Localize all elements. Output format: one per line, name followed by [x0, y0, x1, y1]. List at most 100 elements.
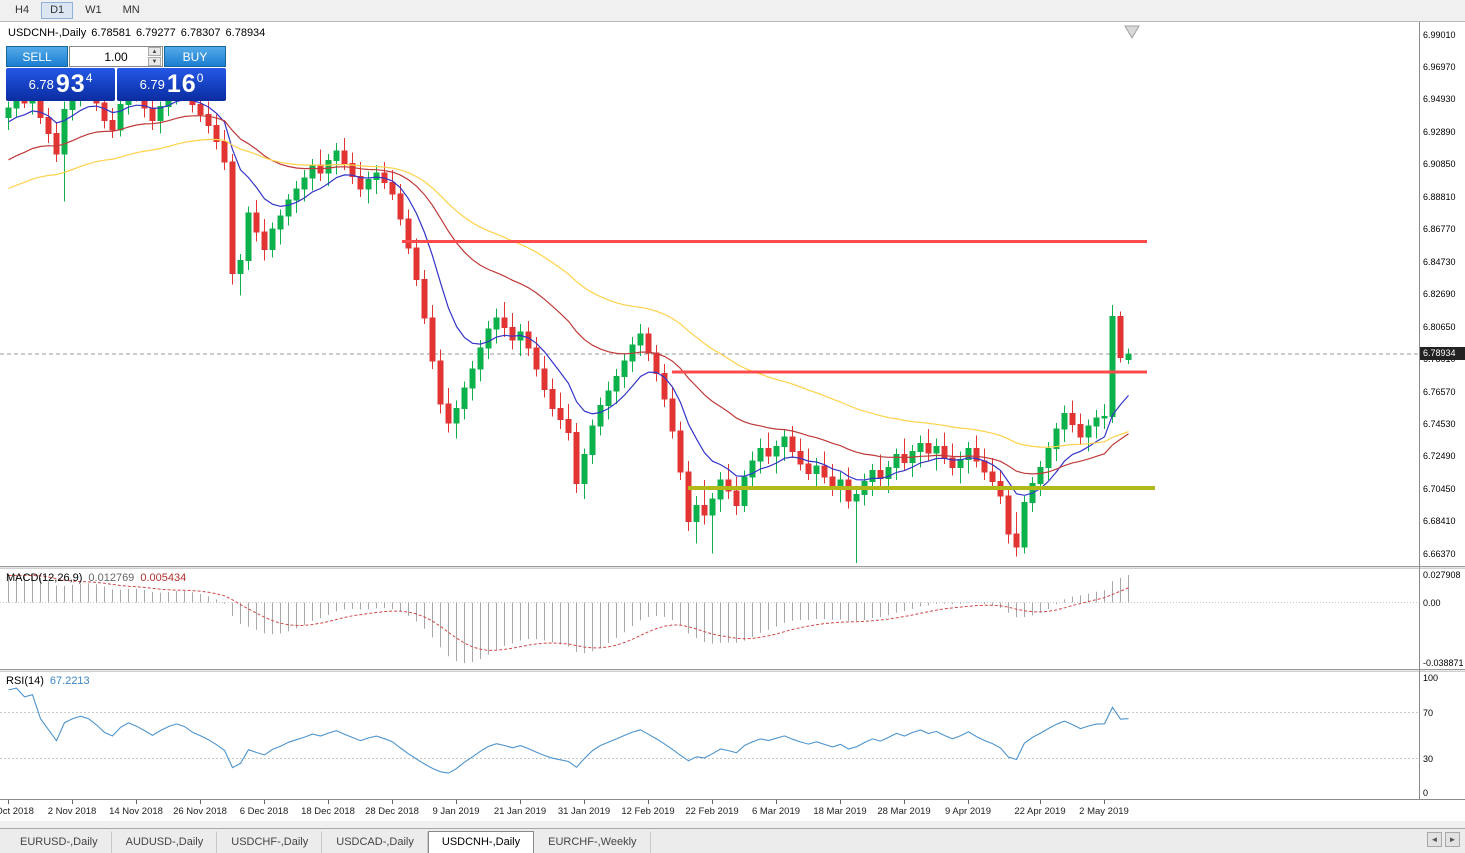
candle-body [197, 104, 204, 115]
candle-body [1109, 315, 1116, 417]
candle-body [621, 360, 628, 378]
buy-button[interactable]: BUY [164, 46, 226, 67]
candle-body [685, 471, 692, 522]
chart-tab-usdcaddaily[interactable]: USDCAD-,Daily [322, 831, 428, 853]
price-axis-label: 6.70450 [1423, 483, 1456, 494]
tab-scroll-right-icon[interactable]: ► [1445, 832, 1460, 847]
tab-scroll-left-icon[interactable]: ◄ [1427, 832, 1442, 847]
candle-body [365, 178, 372, 190]
candle-body [301, 177, 308, 190]
chart-hscrollbar[interactable] [0, 821, 1465, 828]
chart-tab-audusddaily[interactable]: AUDUSD-,Daily [112, 831, 218, 853]
candle-body [549, 388, 556, 410]
chart-tabs-bar: EURUSD-,Daily AUDUSD-,Daily USDCHF-,Daily U… [0, 828, 1465, 853]
buy-price-display[interactable]: 6.79 16 0 [117, 68, 226, 101]
chart-tab-usdcnhdaily[interactable]: USDCNH-,Daily [427, 831, 535, 853]
chart-tab-eurusddaily[interactable]: EURUSD-,Daily [6, 831, 112, 853]
candle-body [981, 460, 988, 473]
price-axis-label: 6.90850 [1423, 159, 1456, 170]
price-axis-label: 6.68410 [1423, 516, 1456, 527]
candlestick-chart [0, 25, 1419, 563]
timeframe-button-mn[interactable]: MN [122, 4, 140, 16]
candle-body [157, 105, 164, 122]
candle-body [813, 465, 820, 475]
date-tick [904, 800, 905, 804]
candle-body [765, 447, 772, 457]
candle-body [253, 212, 260, 233]
rsi-axis-label: 30 [1423, 753, 1434, 764]
price-axis-label: 6.86770 [1423, 224, 1456, 235]
volume-decrease-icon[interactable]: ▼ [148, 57, 161, 66]
macd-indicator-pane[interactable]: MACD(12,26,9) 0.012769 0.005434 [0, 569, 1419, 669]
buy-price-sup: 0 [196, 71, 204, 85]
candle-body [277, 215, 284, 230]
candle-body [309, 164, 316, 179]
candle-body [637, 333, 644, 346]
date-tick [712, 800, 713, 804]
price-axis-label: 6.94930 [1423, 94, 1456, 105]
date-tick [648, 800, 649, 804]
candle-body [725, 479, 732, 492]
candle-body [1085, 425, 1092, 438]
chart-shift-marker-icon [1124, 25, 1140, 39]
candle-body [789, 436, 796, 452]
candle-body [973, 447, 980, 462]
candle-body [701, 505, 708, 516]
volume-increase-icon[interactable]: ▲ [148, 47, 161, 56]
candle-body [293, 188, 300, 201]
ohlc-low: 6.78307 [180, 27, 221, 39]
date-axis[interactable]: 23 Oct 2018 2 Nov 2018 14 Nov 2018 26 Nov 2… [0, 799, 1465, 821]
date-tick [1104, 800, 1105, 804]
timeframe-button-w1[interactable]: W1 [85, 4, 102, 16]
sell-price-big: 93 [55, 70, 86, 98]
ma-line-55 [8, 138, 1129, 448]
candle-body [877, 470, 884, 480]
macd-name: MACD(12,26,9) [6, 572, 83, 584]
timeframe-button-d1[interactable]: D1 [41, 2, 74, 19]
timeframe-button-h4[interactable]: H4 [15, 4, 30, 16]
rsi-line [8, 687, 1129, 774]
date-tick [776, 800, 777, 804]
date-label: 14 Nov 2018 [109, 806, 163, 817]
candle-body [1045, 447, 1052, 468]
main-chart-pane[interactable]: USDCNH-,Daily 6.78581 6.79277 6.78307 6.7893… [0, 22, 1419, 566]
candle-body [205, 113, 212, 126]
candle-body [933, 446, 940, 454]
rsi-indicator-pane[interactable]: RSI(14) 67.2213 [0, 672, 1419, 799]
rsi-axis-label: 100 [1423, 673, 1439, 683]
candle-body [269, 228, 276, 250]
pane-splitter[interactable] [0, 566, 1465, 569]
candle-body [669, 398, 676, 432]
candle-body [885, 466, 892, 480]
candle-body [781, 436, 788, 448]
candle-body [757, 447, 764, 462]
candle-body [413, 247, 420, 281]
volume-input[interactable]: 1.00 ▲ ▼ [69, 46, 163, 67]
macd-label: MACD(12,26,9) 0.012769 0.005434 [6, 572, 186, 584]
rsi-axis[interactable]: 100 70 30 0 [1420, 672, 1465, 799]
date-tick [264, 800, 265, 804]
date-label: 2 Nov 2018 [47, 806, 97, 817]
candle-body [1117, 315, 1124, 359]
date-label: 9 Apr 2019 [945, 806, 991, 817]
candle-body [1021, 501, 1028, 548]
candle-body [61, 108, 68, 155]
chart-tab-usdchfdaily[interactable]: USDCHF-,Daily [217, 831, 323, 853]
chart-tab-eurchfweekly[interactable]: EURCHF-,Weekly [534, 831, 651, 853]
candle-body [525, 331, 532, 349]
candle-body [597, 404, 604, 427]
date-tick [1040, 800, 1041, 804]
candle-body [989, 471, 996, 483]
candle-body [389, 182, 396, 195]
date-label: 6 Mar 2019 [751, 806, 801, 817]
pane-splitter[interactable] [0, 669, 1465, 672]
sell-price-display[interactable]: 6.78 93 4 [6, 68, 115, 101]
candle-body [605, 390, 612, 406]
date-label: 12 Feb 2019 [621, 806, 675, 817]
sell-button[interactable]: SELL [6, 46, 68, 67]
candle-body [1069, 412, 1076, 425]
macd-axis[interactable]: 0.027908 0.00 -0.038871 [1420, 569, 1465, 669]
price-axis[interactable]: 6.99010 6.96970 6.94930 6.92890 6.90850 6.888… [1420, 22, 1465, 566]
candle-body [845, 479, 852, 502]
